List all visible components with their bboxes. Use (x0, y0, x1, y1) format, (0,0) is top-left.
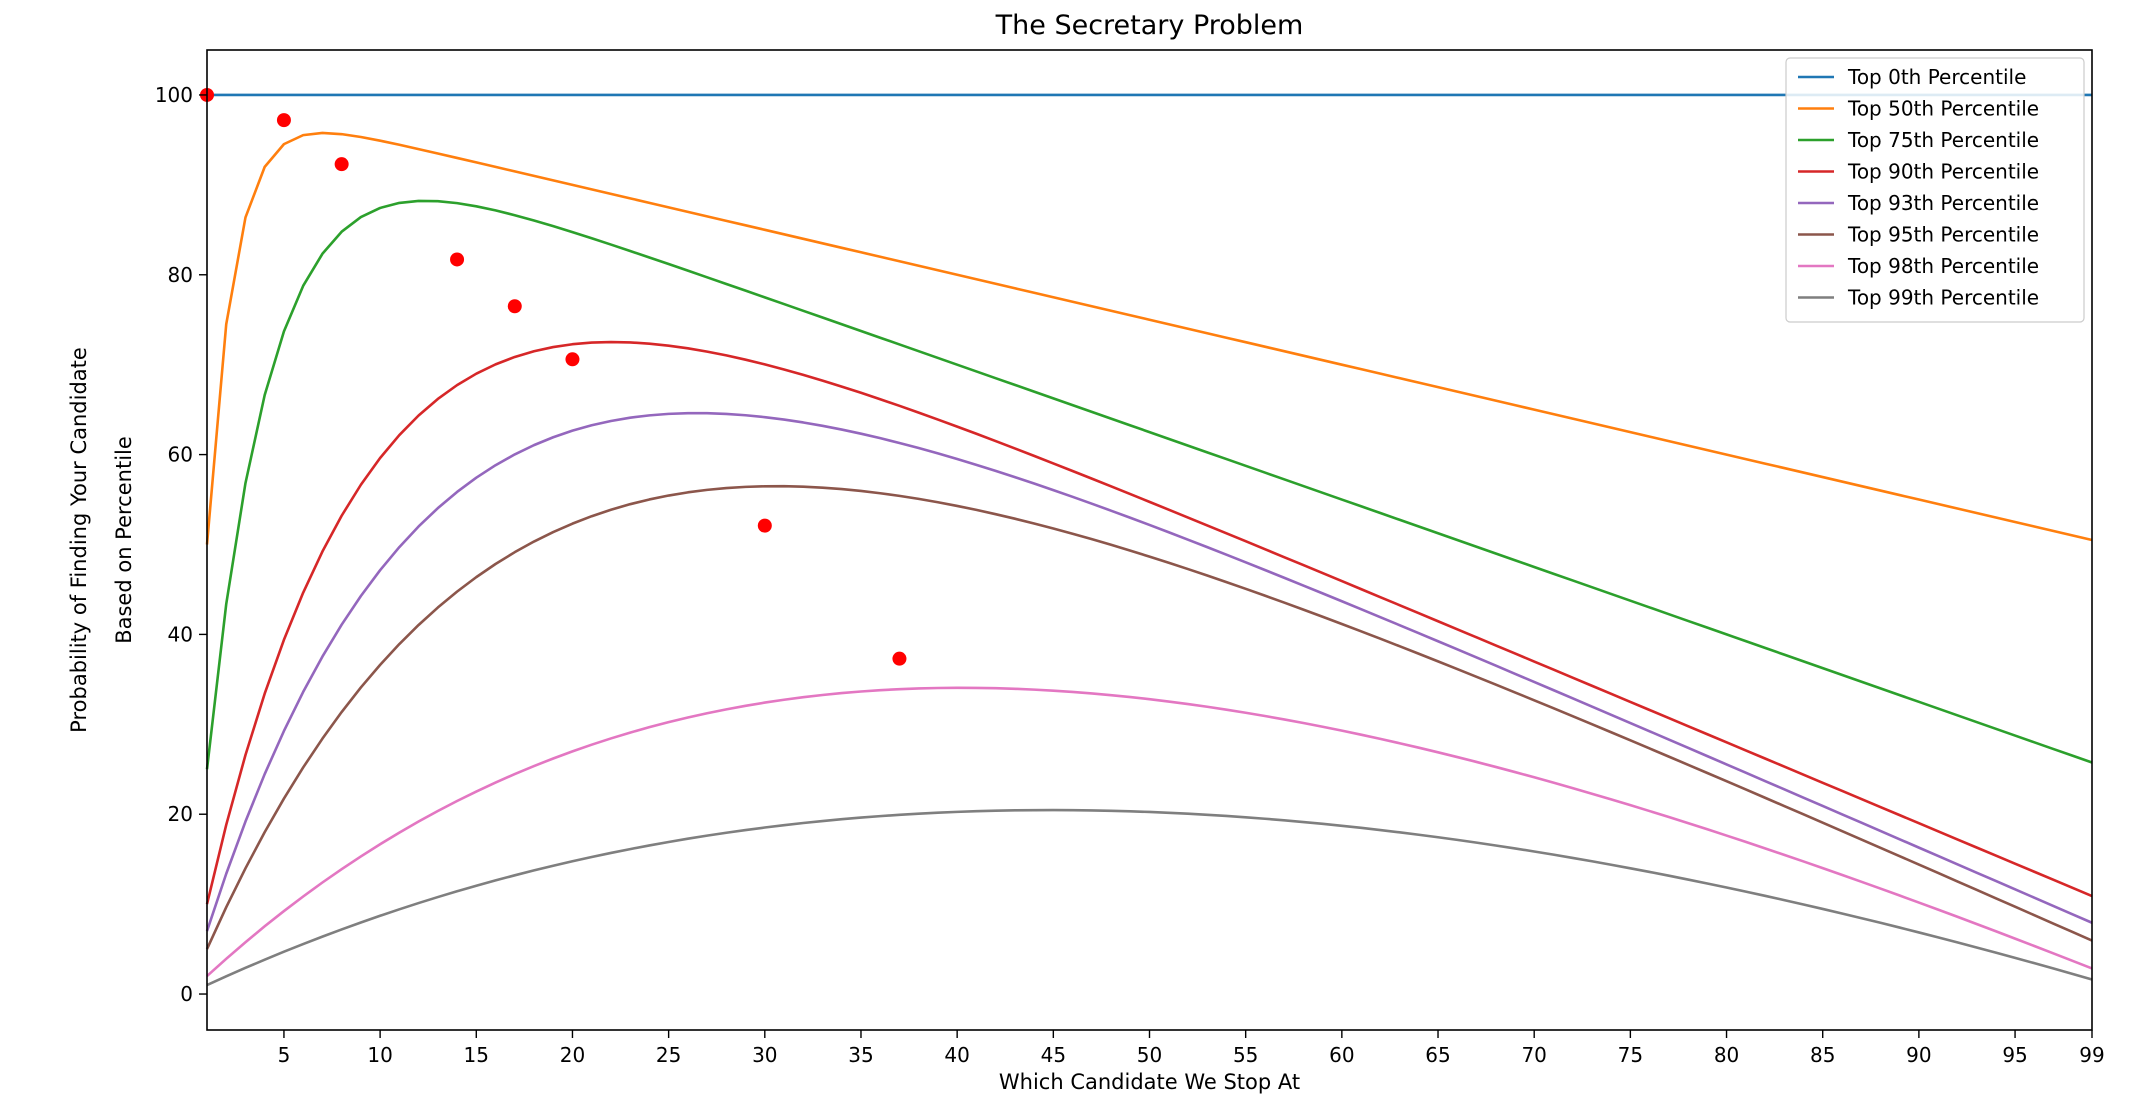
chart-title: The Secretary Problem (995, 10, 1304, 41)
y-tick-label: 60 (168, 443, 193, 467)
peak-marker-5 (565, 352, 580, 367)
x-tick-label: 50 (1137, 1043, 1162, 1067)
legend-label: Top 50th Percentile (1847, 97, 2039, 121)
x-axis-label: Which Candidate We Stop At (999, 1070, 1300, 1094)
x-tick-label: 15 (464, 1043, 489, 1067)
x-tick-label: 5 (278, 1043, 291, 1067)
x-tick-label: 99 (2079, 1043, 2104, 1067)
legend-label: Top 99th Percentile (1847, 286, 2039, 310)
legend-label: Top 0th Percentile (1847, 65, 2026, 89)
y-tick-label: 0 (180, 982, 193, 1006)
peak-marker-2 (334, 157, 349, 172)
series-line-5 (205, 484, 2093, 950)
y-tick-label: 100 (155, 83, 193, 107)
x-tick-label: 70 (1521, 1043, 1546, 1067)
x-tick-label: 65 (1425, 1043, 1450, 1067)
x-tick-label: 75 (1618, 1043, 1643, 1067)
peak-marker-7 (892, 651, 907, 666)
peak-marker-6 (757, 518, 772, 533)
series-line-6 (206, 686, 2093, 978)
peak-marker-1 (276, 113, 291, 128)
x-tick-label: 10 (367, 1043, 392, 1067)
series-line-4 (205, 411, 2093, 932)
x-tick-label: 60 (1329, 1043, 1354, 1067)
y-tick-label: 40 (168, 622, 193, 646)
legend-label: Top 98th Percentile (1847, 254, 2039, 278)
y-tick-label: 80 (168, 263, 193, 287)
y-axis-label-line-1: Probability of Finding Your Candidate (67, 347, 91, 733)
x-tick-label: 90 (1906, 1043, 1931, 1067)
legend-label: Top 90th Percentile (1847, 160, 2039, 184)
peak-marker-4 (507, 299, 522, 314)
x-tick-label: 80 (1714, 1043, 1739, 1067)
legend-box (1785, 57, 2085, 323)
series-line-1 (205, 131, 2093, 545)
legend-label: Top 93th Percentile (1847, 191, 2039, 215)
x-tick-label: 25 (656, 1043, 681, 1067)
y-axis-label-line-2: Based on Percentile (112, 436, 136, 644)
legend-label: Top 75th Percentile (1847, 128, 2039, 152)
series-line-7 (206, 808, 2093, 987)
series-line-3 (205, 340, 2093, 905)
series-line-2 (205, 199, 2093, 770)
x-tick-label: 95 (2002, 1043, 2027, 1067)
x-axis: 5 10 15 20 25 30 35 40 45 50 55 60 65 70 75 80 85 90 95 99 (278, 1030, 2105, 1067)
x-tick-label: 85 (1810, 1043, 1835, 1067)
legend-label: Top 95th Percentile (1847, 223, 2039, 247)
y-tick-label: 20 (168, 802, 193, 826)
x-tick-label: 55 (1233, 1043, 1258, 1067)
x-tick-label: 30 (752, 1043, 777, 1067)
x-tick-label: 20 (560, 1043, 585, 1067)
peak-marker-3 (450, 252, 465, 267)
x-tick-label: 40 (944, 1043, 969, 1067)
plot-area (200, 87, 2093, 987)
y-axis: 0 20 40 60 80 100 (155, 83, 207, 1006)
legend: Top 0th Percentile Top 50th Percentile Top… (1785, 57, 2085, 323)
x-tick-label: 45 (1041, 1043, 1066, 1067)
x-tick-label: 35 (848, 1043, 873, 1067)
